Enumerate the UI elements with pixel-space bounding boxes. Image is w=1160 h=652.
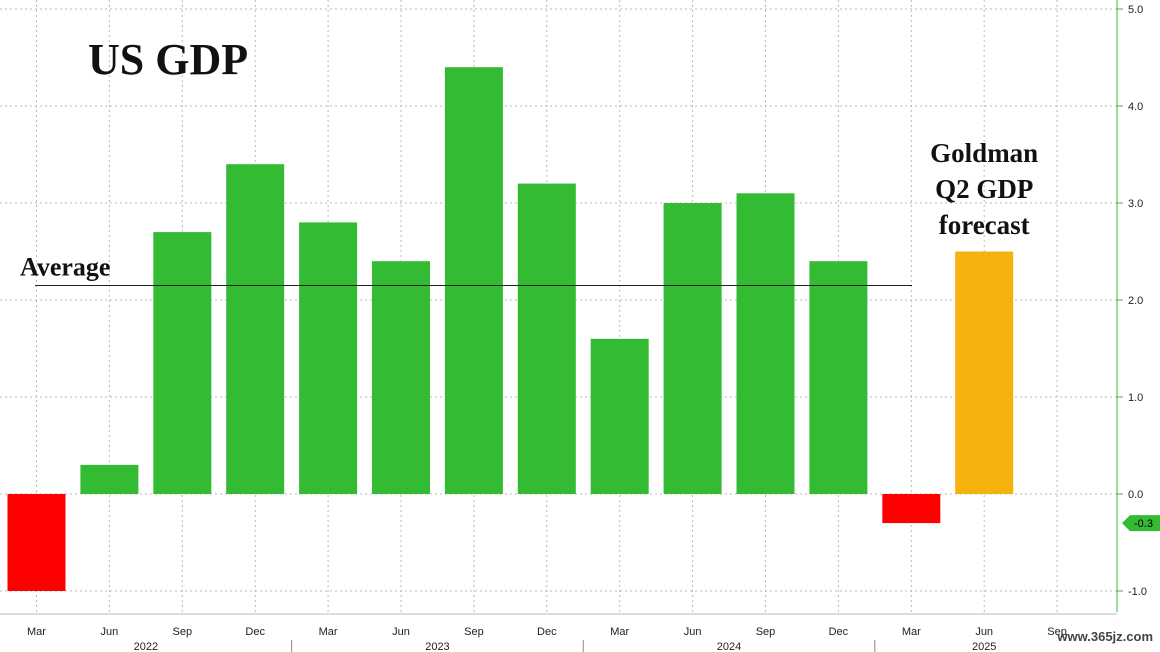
x-tick-label: Jun — [101, 626, 119, 638]
x-tick-label: Jun — [392, 626, 410, 638]
badge-label: -0.3 — [1134, 518, 1153, 530]
bar — [299, 222, 358, 494]
x-axis-ticks: Mar Jun Sep Dec Mar Jun Sep Dec Mar Jun Sep Dec Mar J… — [27, 626, 1067, 638]
year-label: 2022 — [134, 641, 158, 652]
bar — [226, 164, 285, 494]
bar — [80, 464, 139, 494]
bar — [955, 251, 1014, 494]
average-label: Average — [20, 252, 110, 281]
y-tick-label: 1.0 — [1128, 392, 1143, 404]
x-tick-label: Sep — [464, 626, 484, 638]
x-tick-label: Mar — [27, 626, 46, 638]
bars — [7, 67, 1014, 591]
x-tick-label: Mar — [902, 626, 921, 638]
annotation-line: Goldman — [930, 138, 1038, 168]
x-tick-label: Mar — [319, 626, 338, 638]
x-axis-years: 2022 2023 2024 2025 — [134, 640, 996, 652]
bar — [517, 183, 576, 494]
y-tick-label: 0.0 — [1128, 489, 1143, 501]
forecast-annotation: Goldman Q2 GDP forecast — [930, 138, 1038, 240]
watermark: www.365jz.com — [1056, 629, 1153, 644]
bar — [590, 338, 649, 494]
x-tick-label: Sep — [756, 626, 776, 638]
badge-shape — [1122, 515, 1160, 532]
y-tick-label: -1.0 — [1128, 586, 1147, 598]
bar — [663, 203, 722, 494]
y-tick-label: 3.0 — [1128, 198, 1143, 210]
bar — [372, 261, 430, 494]
y-axis-ticks: 5.0 4.0 3.0 2.0 1.0 0.0 -1.0 — [1117, 4, 1147, 598]
chart-title: US GDP — [88, 35, 248, 84]
y-tick-label: 2.0 — [1128, 295, 1143, 307]
x-tick-label: Dec — [829, 626, 849, 638]
bar — [736, 193, 795, 495]
last-value-badge: -0.3 — [1122, 515, 1160, 532]
x-tick-label: Sep — [173, 626, 193, 638]
x-tick-label: Jun — [684, 626, 702, 638]
year-label: 2025 — [972, 641, 996, 652]
bar — [882, 494, 941, 524]
x-tick-label: Sep — [1047, 626, 1067, 638]
year-label: 2024 — [717, 641, 741, 652]
bar — [444, 67, 503, 494]
annotation-line: forecast — [939, 210, 1030, 240]
x-tick-label: Mar — [610, 626, 629, 638]
x-tick-label: Jun — [975, 626, 993, 638]
x-tick-label: Dec — [245, 626, 265, 638]
annotation-line: Q2 GDP — [935, 174, 1033, 204]
bar — [809, 261, 868, 494]
x-tick-label: Dec — [537, 626, 557, 638]
y-tick-label: 5.0 — [1128, 4, 1143, 16]
bar — [7, 494, 66, 591]
y-tick-label: 4.0 — [1128, 101, 1143, 113]
year-label: 2023 — [425, 641, 449, 652]
bar — [153, 232, 212, 494]
